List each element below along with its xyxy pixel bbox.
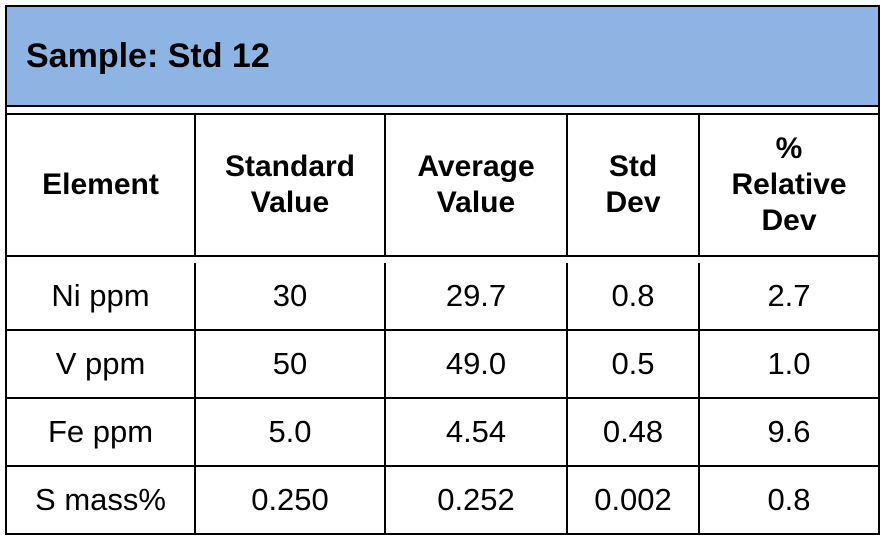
- table-row: Ni ppm 30 29.7 0.8 2.7: [7, 263, 878, 331]
- cell-average-value: 0.252: [384, 465, 567, 533]
- header-row: Element Standard Value Average Value Std…: [7, 115, 878, 256]
- cell-standard-value: 0.250: [194, 465, 385, 533]
- cell-average-value: 4.54: [384, 397, 567, 467]
- cell-relative-dev: 1.0: [698, 329, 878, 399]
- header-divider-cell: [7, 255, 878, 263]
- cell-std-dev: 0.5: [566, 329, 699, 399]
- header-line: Value: [250, 186, 330, 219]
- column-header-standard-value: Standard Value: [194, 115, 385, 256]
- header-line: %: [775, 132, 803, 165]
- cell-relative-dev: 0.8: [698, 465, 878, 533]
- header-line: Relative: [731, 168, 847, 201]
- results-table: Element Standard Value Average Value Std…: [7, 115, 878, 533]
- header-line: Average: [417, 150, 535, 183]
- header-line: Element: [42, 168, 159, 201]
- column-header-std-dev: Std Dev: [566, 115, 699, 256]
- column-header-average-value: Average Value: [384, 115, 567, 256]
- header-divider: [7, 255, 878, 263]
- column-header-relative-dev: % Relative Dev: [698, 115, 878, 256]
- table-row: S mass% 0.250 0.252 0.002 0.8: [7, 465, 878, 533]
- title-bar: Sample: Std 12: [7, 7, 878, 105]
- header-line: Dev: [605, 186, 661, 219]
- cell-element: Ni ppm: [7, 263, 195, 331]
- cell-std-dev: 0.48: [566, 397, 699, 467]
- column-header-element: Element: [7, 115, 195, 256]
- header-line: Value: [436, 186, 516, 219]
- header-line: Std: [608, 150, 658, 183]
- cell-relative-dev: 9.6: [698, 397, 878, 467]
- cell-std-dev: 0.8: [566, 263, 699, 331]
- table-title: Sample: Std 12: [26, 37, 270, 75]
- table-row: Fe ppm 5.0 4.54 0.48 9.6: [7, 397, 878, 467]
- cell-element: Fe ppm: [7, 397, 195, 467]
- header-line: Dev: [761, 204, 817, 237]
- table-row: V ppm 50 49.0 0.5 1.0: [7, 329, 878, 399]
- header-line: Standard: [224, 150, 356, 183]
- cell-standard-value: 5.0: [194, 397, 385, 467]
- cell-element: S mass%: [35, 481, 166, 517]
- cell-standard-value: 30: [194, 263, 385, 331]
- cell-relative-dev: 2.7: [698, 263, 878, 331]
- title-divider: [7, 105, 878, 115]
- cell-std-dev: 0.002: [566, 465, 699, 533]
- results-table-frame: Sample: Std 12 Element Standard Value Av…: [5, 5, 880, 535]
- cell-element: V ppm: [7, 329, 195, 399]
- cell-average-value: 29.7: [384, 263, 567, 331]
- cell-standard-value: 50: [194, 329, 385, 399]
- cell-average-value: 49.0: [384, 329, 567, 399]
